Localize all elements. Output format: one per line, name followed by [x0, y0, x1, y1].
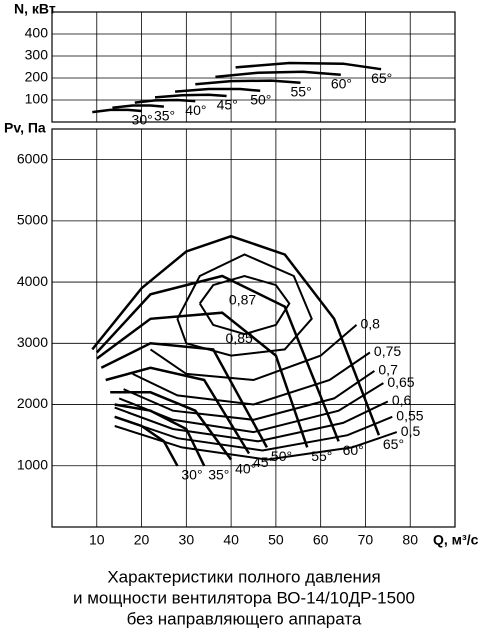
y-tick-label: 300	[25, 47, 49, 63]
contour-label: 0,87	[229, 291, 256, 307]
efficiency-contour	[198, 274, 291, 336]
curve-label: 30°	[181, 466, 202, 482]
x-tick-label: 80	[402, 532, 418, 548]
x-tick-label: 70	[358, 532, 374, 548]
curve	[134, 98, 196, 104]
curve	[100, 342, 268, 449]
efficiency-contour	[132, 351, 371, 406]
curve-label: 30°	[132, 112, 153, 128]
curve	[175, 87, 261, 93]
y-tick-label: 400	[25, 25, 49, 41]
contour-label: 0,6	[392, 392, 412, 408]
y-tick-label: 200	[25, 69, 49, 85]
curve-label: 40°	[235, 460, 256, 476]
y-tick-label: 5000	[17, 212, 48, 228]
curve	[112, 104, 165, 109]
efficiency-contour	[114, 425, 398, 461]
curve-label: 35°	[154, 107, 175, 123]
efficiency-contour	[149, 324, 358, 382]
caption-line: без направляющего аппарата	[127, 609, 362, 628]
plot-frame	[51, 128, 456, 528]
efficiency-contour	[123, 370, 375, 421]
x-tick-label: 60	[313, 532, 329, 548]
x-tick-label: 10	[89, 532, 105, 548]
y-axis-title: N, кВт	[14, 1, 56, 17]
contour-label: 0,7	[378, 362, 398, 378]
x-tick-label: 50	[268, 532, 284, 548]
x-tick-label: 20	[134, 532, 150, 548]
curve-label: 55°	[291, 84, 312, 100]
y-tick-label: 4000	[17, 273, 48, 289]
curve	[154, 93, 227, 99]
contour-label: 0,8	[360, 316, 380, 332]
x-tick-label: 30	[179, 532, 195, 548]
contour-label: 0,55	[396, 407, 423, 423]
y-axis-title: Pv, Па	[4, 120, 46, 136]
curve	[215, 70, 341, 79]
contour-label: 0,65	[387, 374, 414, 390]
y-tick-label: 2000	[17, 395, 48, 411]
curve	[195, 79, 301, 86]
curve-label: 60°	[331, 75, 352, 91]
efficiency-contour	[114, 415, 393, 452]
x-tick-label: 40	[223, 532, 239, 548]
y-tick-label: 100	[25, 91, 49, 107]
curve	[114, 415, 179, 467]
contour-label: 0,75	[374, 343, 401, 359]
caption-line: и мощности вентилятора ВО-14/10ДР-1500	[73, 588, 415, 607]
efficiency-contour	[118, 382, 384, 434]
curve-label: 35°	[208, 466, 229, 482]
curve-label: 65°	[383, 436, 404, 452]
curve	[235, 61, 382, 71]
curve	[96, 311, 309, 448]
curve	[114, 403, 206, 467]
caption-line: Характеристики полного давления	[107, 567, 380, 586]
contour-label: 0,85	[226, 330, 253, 346]
contour-label: 0,5	[401, 423, 421, 439]
y-tick-label: 3000	[17, 334, 48, 350]
y-tick-label: 1000	[17, 456, 48, 472]
efficiency-contour	[176, 253, 313, 357]
curve-label: 65°	[371, 70, 392, 86]
curve-label: 50°	[271, 448, 292, 464]
curve-label: 45°	[217, 97, 238, 113]
curve	[91, 234, 381, 436]
plot-frame	[51, 11, 456, 123]
efficiency-contour	[114, 400, 389, 443]
y-tick-label: 6000	[17, 150, 48, 166]
curve-label: 40°	[185, 102, 206, 118]
curve	[95, 274, 340, 442]
curve	[92, 108, 142, 114]
x-axis-title: Q, м³/с	[433, 532, 479, 548]
curve-label: 50°	[250, 91, 271, 107]
